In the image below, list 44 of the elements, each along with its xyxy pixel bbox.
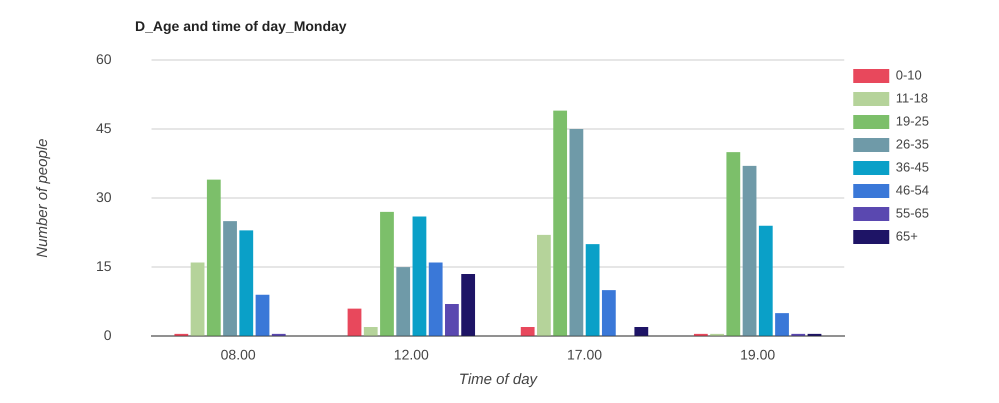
legend-label: 0-10: [896, 68, 922, 83]
y-tick-label: 45: [96, 120, 112, 136]
bar: [742, 166, 756, 336]
bar: [380, 212, 394, 336]
legend-label: 36-45: [896, 160, 929, 175]
bar: [190, 262, 204, 336]
legend-label: 11-18: [896, 90, 928, 106]
bar: [239, 230, 254, 336]
legend-label: 19-25: [896, 114, 929, 129]
x-axis-title: Time of day: [458, 371, 539, 388]
x-tick-label: 12.00: [394, 346, 430, 362]
legend-label: 55-65: [896, 206, 929, 221]
legend-label: 46-54: [896, 182, 929, 198]
bar: [428, 262, 443, 336]
bar: [223, 221, 237, 336]
bar: [553, 110, 568, 336]
legend-label: 26-35: [896, 136, 929, 152]
bar: [348, 308, 362, 336]
legend-label: 65+: [896, 228, 918, 244]
bar: [364, 326, 378, 336]
y-tick-label: 60: [96, 50, 112, 67]
x-tick-label: 08.00: [220, 346, 256, 362]
bar: [206, 180, 221, 336]
bar: [634, 326, 648, 336]
bar: [537, 234, 551, 336]
bar: [586, 244, 600, 336]
bar: [256, 294, 270, 336]
x-tick-label: 17.00: [566, 346, 602, 362]
bar: [445, 304, 459, 336]
bar: [412, 216, 426, 336]
bar: [726, 152, 740, 336]
bar: [569, 129, 584, 336]
bar: [461, 274, 476, 336]
bar: [775, 313, 789, 336]
bar: [602, 290, 616, 336]
y-tick-label: 15: [96, 258, 112, 274]
chart-title: D_Age and time of day_Monday: [135, 18, 347, 34]
y-axis-title: Number of people: [34, 138, 52, 258]
bar: [520, 326, 535, 336]
y-tick-label: 0: [104, 327, 112, 344]
y-tick-label: 30: [96, 188, 112, 205]
x-tick-label: 19.00: [740, 346, 776, 362]
bar: [758, 226, 773, 336]
bar: [396, 267, 410, 336]
